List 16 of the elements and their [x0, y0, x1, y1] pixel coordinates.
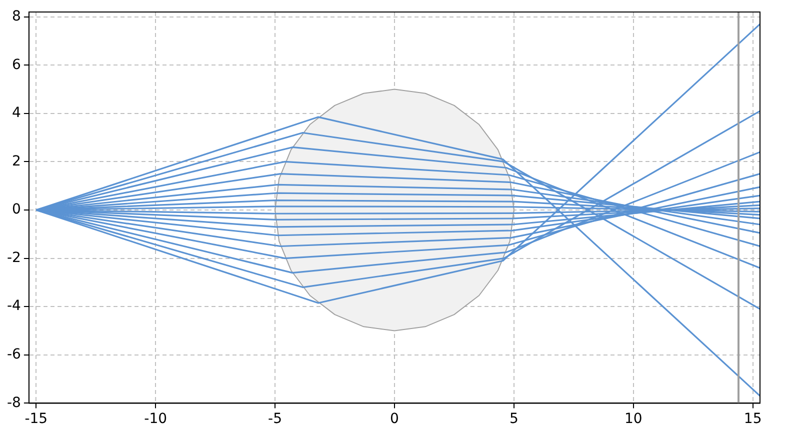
- x-tick-label: 15: [744, 411, 762, 428]
- y-tick-label: 4: [12, 105, 22, 122]
- y-tick-label: -8: [6, 394, 21, 411]
- x-tick-label: 10: [624, 411, 642, 428]
- x-tick-label: -15: [24, 411, 48, 428]
- x-tick-label: 5: [509, 411, 518, 428]
- y-tick-label: 6: [12, 56, 22, 73]
- y-tick-label: 0: [12, 202, 21, 218]
- x-tick-label: -5: [268, 411, 282, 428]
- x-tick-label: 0: [390, 411, 399, 428]
- y-tick-label: -6: [6, 346, 22, 363]
- x-tick-label: -10: [144, 411, 168, 428]
- y-tick-label: -2: [6, 250, 21, 266]
- y-tick-label: 8: [12, 8, 21, 24]
- y-tick-label: -4: [6, 298, 22, 314]
- y-tick-label: 2: [12, 153, 21, 170]
